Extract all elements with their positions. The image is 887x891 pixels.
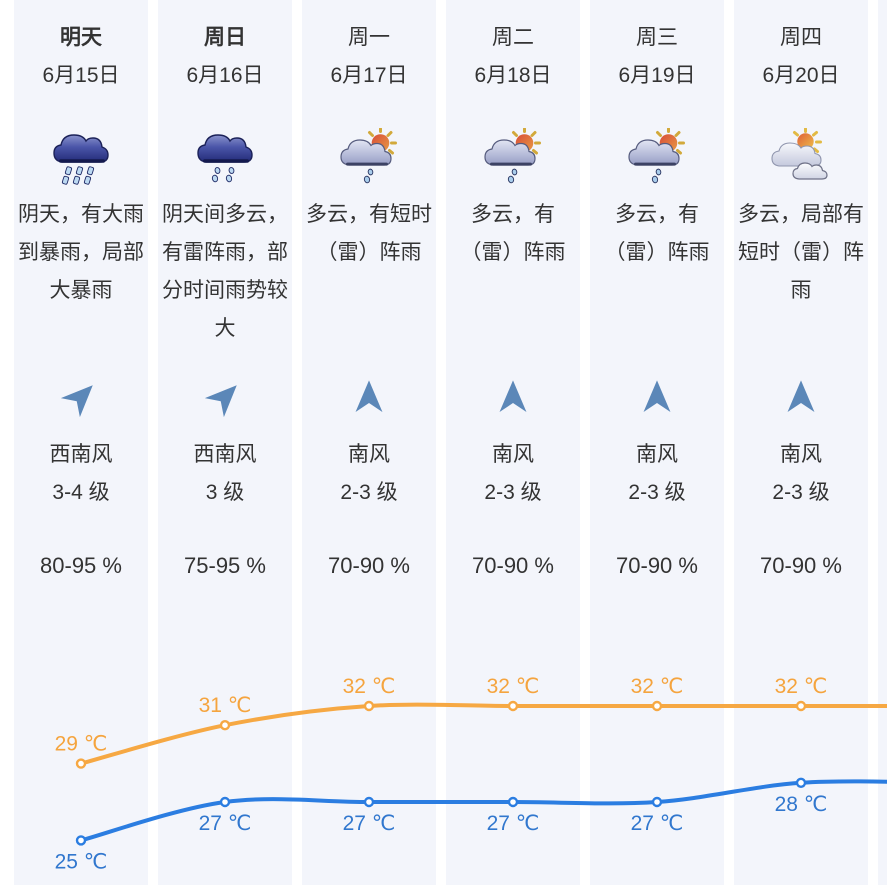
humidity-range: 70-90 %: [616, 553, 698, 578]
weather-description: 阴天间多云，有雷阵雨，部分时间雨势较大: [162, 203, 288, 340]
day-date: 6月19日: [618, 64, 696, 87]
wind-direction-arrow-icon: [350, 378, 388, 416]
weather-description: 多云，有（雷）阵雨: [604, 203, 710, 264]
wind-section: 南风 2-3 级: [446, 378, 580, 505]
wind-direction: 南风: [348, 443, 390, 466]
forecast-column-1: 明天 6月15日 阴天，有大雨到暴雨，局部大暴雨 西南风 3-4 级 80-95…: [14, 0, 148, 885]
wind-level: 3-4 级: [52, 481, 110, 504]
wind-direction-arrow-icon: [782, 378, 820, 416]
wind-direction: 南风: [492, 443, 534, 466]
forecast-column-2: 周日 6月16日 阴天间多云，有雷阵雨，部分时间雨势较大 西南风 3 级 75-…: [158, 0, 292, 885]
wind-direction-arrow-icon: [494, 378, 532, 416]
wind-direction-arrow-icon: [638, 378, 676, 416]
wind-direction: 南风: [780, 443, 822, 466]
forecast-column-next-partial: [878, 0, 887, 885]
cloud-sun-rain-icon: [625, 128, 689, 188]
wind-section: 南风 2-3 级: [734, 378, 868, 505]
wind-level: 2-3 级: [772, 481, 830, 504]
day-name: 周二: [492, 26, 534, 49]
day-name: 周三: [636, 26, 678, 49]
day-date: 6月17日: [330, 64, 408, 87]
forecast-column-3: 周一 6月17日 多云，有短时（雷）阵雨 南风: [302, 0, 436, 885]
wind-direction-arrow-icon: [60, 378, 100, 418]
weather-description: 多云，有（雷）阵雨: [460, 203, 566, 264]
wind-level: 3 级: [205, 481, 245, 504]
wind-level: 2-3 级: [484, 481, 542, 504]
day-date: 6月16日: [186, 64, 264, 87]
humidity-range: 75-95 %: [184, 553, 266, 578]
weather-description: 多云，有短时（雷）阵雨: [306, 203, 432, 264]
wind-section: 南风 2-3 级: [302, 378, 436, 505]
wind-section: 南风 2-3 级: [590, 378, 724, 505]
humidity-range: 70-90 %: [472, 553, 554, 578]
day-name: 周一: [348, 26, 390, 49]
humidity-range: 70-90 %: [760, 553, 842, 578]
wind-direction: 南风: [636, 443, 678, 466]
humidity-range: 70-90 %: [328, 553, 410, 578]
wind-section: 西南风 3 级: [158, 378, 292, 505]
wind-level: 2-3 级: [628, 481, 686, 504]
weather-description: 多云，局部有短时（雷）阵雨: [738, 203, 864, 302]
day-name: 周日: [204, 26, 246, 49]
rain-icon: [193, 128, 257, 188]
wind-direction: 西南风: [193, 443, 257, 466]
forecast-column-6: 周四 6月20日 多云，局部有短时（雷）阵雨 南风: [734, 0, 868, 885]
heavy-rain-icon: [49, 128, 113, 188]
forecast-column-4: 周二 6月18日 多云，有（雷）阵雨 南风: [446, 0, 580, 885]
wind-direction: 西南风: [49, 443, 113, 466]
wind-direction-arrow-icon: [204, 378, 244, 418]
day-name: 周四: [780, 26, 822, 49]
day-date: 6月15日: [42, 64, 120, 87]
wind-section: 西南风 3-4 级: [14, 378, 148, 505]
cloud-sun-rain-icon: [337, 128, 401, 188]
weather-description: 阴天，有大雨到暴雨，局部大暴雨: [18, 203, 144, 302]
day-date: 6月18日: [474, 64, 552, 87]
day-name: 明天: [60, 26, 102, 49]
wind-level: 2-3 级: [340, 481, 398, 504]
cloud-sun-rain-icon: [481, 128, 545, 188]
partly-cloudy-icon: [769, 128, 833, 188]
humidity-range: 80-95 %: [40, 553, 122, 578]
forecast-column-5: 周三 6月19日 多云，有（雷）阵雨 南风: [590, 0, 724, 885]
day-date: 6月20日: [762, 64, 840, 87]
